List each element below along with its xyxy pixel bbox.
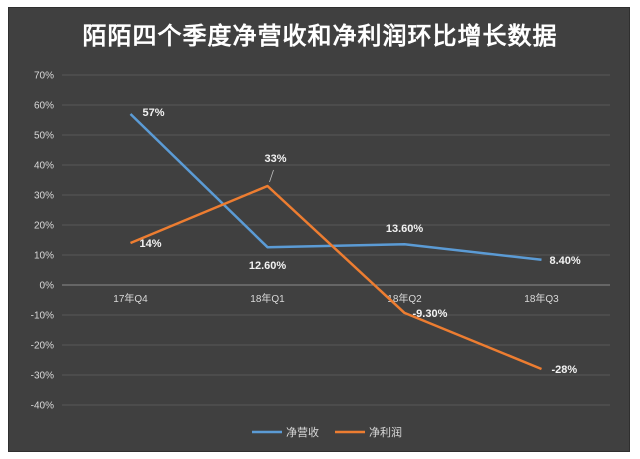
- data-label-revenue: 12.60%: [249, 260, 287, 272]
- y-axis-ticks: 70% 60% 50% 40% 30% 20% 10% 0% -10% -20% -30% -40%: [31, 71, 54, 412]
- y-tick-label: 60%: [34, 101, 54, 112]
- x-tick-label: 17年Q4: [113, 292, 148, 305]
- data-labels: 57% 12.60% 13.60% 8.40% 14% 33% -9.30% -28%: [139, 107, 580, 376]
- data-label-revenue: 57%: [143, 107, 165, 119]
- data-label-profit: -9.30%: [413, 308, 448, 320]
- y-tick-label: -20%: [31, 341, 54, 352]
- legend-label: 净利润: [369, 425, 402, 439]
- data-label-revenue: 8.40%: [550, 255, 581, 267]
- x-tick-label: 18年Q3: [524, 292, 559, 305]
- y-tick-label: 20%: [34, 221, 54, 232]
- y-tick-label: 0%: [40, 281, 55, 292]
- legend-label: 净营收: [286, 425, 319, 439]
- y-tick-label: -30%: [31, 371, 54, 382]
- y-tick-label: 70%: [34, 71, 54, 82]
- leader-line: [269, 169, 274, 183]
- x-axis-ticks: 17年Q4 18年Q1 18年Q2 18年Q3: [113, 292, 559, 305]
- gridlines: [62, 74, 610, 406]
- y-tick-label: 10%: [34, 251, 54, 262]
- data-label-profit: -28%: [552, 364, 578, 376]
- legend: 净营收 净利润: [252, 425, 402, 439]
- x-tick-label: 18年Q1: [250, 292, 285, 305]
- data-label-profit: 33%: [264, 153, 286, 165]
- series-line-revenue: [129, 113, 542, 262]
- data-label-revenue: 13.60%: [386, 223, 424, 235]
- x-tick-label: 18年Q2: [387, 292, 422, 305]
- y-tick-label: 40%: [34, 161, 54, 172]
- y-tick-label: 30%: [34, 191, 54, 202]
- chart-background: [8, 7, 630, 452]
- data-label-profit: 14%: [139, 238, 161, 250]
- y-tick-label: 50%: [34, 131, 54, 142]
- series-line-profit: [130, 184, 542, 371]
- y-tick-label: -10%: [31, 311, 54, 322]
- chart-title: 陌陌四个季度净营收和净利润环比增长数据: [82, 22, 558, 50]
- series-lines: [129, 113, 542, 371]
- y-tick-label: -40%: [31, 401, 54, 412]
